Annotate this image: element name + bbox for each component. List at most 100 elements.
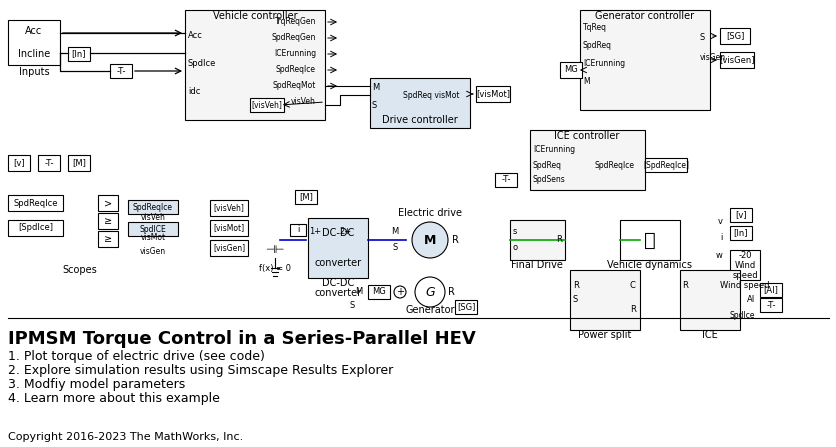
FancyBboxPatch shape [729,208,751,222]
Text: Copyright 2016-2023 The MathWorks, Inc.: Copyright 2016-2023 The MathWorks, Inc. [8,432,243,442]
Text: S: S [573,295,578,304]
Text: ICErunning: ICErunning [533,146,574,155]
Text: >: > [104,198,112,208]
Text: SpdReq: SpdReq [583,42,611,51]
FancyBboxPatch shape [110,64,132,78]
FancyBboxPatch shape [308,218,368,278]
Text: Inputs: Inputs [18,67,49,77]
Text: [M]: [M] [298,193,313,202]
Text: S: S [371,101,377,110]
Text: s: s [512,228,517,236]
Text: S: S [699,34,705,42]
Text: 2. Explore simulation results using Simscape Results Explorer: 2. Explore simulation results using Sims… [8,364,393,377]
Text: visVeh: visVeh [291,97,316,106]
Text: SpdIce: SpdIce [188,59,217,67]
Text: +: + [395,287,404,297]
Text: C: C [630,281,635,290]
FancyBboxPatch shape [476,86,509,102]
Text: SpdReq visMot: SpdReq visMot [403,92,460,101]
Text: f(x) = 0: f(x) = 0 [258,263,291,273]
Text: [SpdReqIce]: [SpdReqIce] [642,160,688,169]
Text: ICErunning: ICErunning [583,59,624,68]
Text: visGen: visGen [140,248,166,257]
Text: Drive controller: Drive controller [382,115,457,125]
FancyBboxPatch shape [289,224,306,236]
Text: Scopes: Scopes [63,265,97,275]
Text: DC-DC: DC-DC [322,278,354,288]
Text: [M]: [M] [72,159,86,168]
Text: Wind: Wind [733,261,755,270]
Text: -T-: -T- [765,300,775,309]
Text: Generator: Generator [405,305,454,315]
Text: R: R [451,235,458,245]
Text: AI: AI [746,295,754,304]
FancyBboxPatch shape [729,250,759,280]
FancyBboxPatch shape [68,47,90,61]
FancyBboxPatch shape [210,200,247,216]
Text: SpdReqIce: SpdReqIce [133,202,173,211]
FancyBboxPatch shape [759,298,781,312]
Text: SpdSens: SpdSens [533,176,565,185]
FancyBboxPatch shape [98,231,118,247]
Text: ⊣⊢: ⊣⊢ [265,245,284,255]
Text: Electric drive: Electric drive [398,208,461,218]
FancyBboxPatch shape [128,200,178,214]
Text: w: w [716,250,722,260]
FancyBboxPatch shape [370,78,470,128]
Text: -T-: -T- [116,67,125,76]
FancyBboxPatch shape [569,270,640,330]
Text: SpdReqIce: SpdReqIce [13,198,58,207]
FancyBboxPatch shape [98,213,118,229]
Text: ≥: ≥ [104,234,112,244]
Text: [SpdIce]: [SpdIce] [18,224,53,232]
Text: M: M [371,84,379,93]
Text: [visGen]: [visGen] [718,55,754,64]
Text: SpdReq: SpdReq [533,160,561,169]
FancyBboxPatch shape [645,158,686,172]
Text: 🚗: 🚗 [644,231,655,249]
FancyBboxPatch shape [8,155,30,171]
Text: MG: MG [563,66,577,75]
Text: visVeh: visVeh [140,214,166,223]
FancyBboxPatch shape [455,300,477,314]
Text: idc: idc [188,87,200,96]
FancyBboxPatch shape [719,28,749,44]
Text: [In]: [In] [72,50,86,59]
Text: S: S [349,300,354,309]
FancyBboxPatch shape [8,195,63,211]
FancyBboxPatch shape [559,62,581,78]
Text: DC-DC: DC-DC [322,228,354,238]
Text: i: i [297,225,298,235]
Text: visMot: visMot [140,233,166,243]
Text: SpdReqIce: SpdReqIce [276,66,316,75]
Text: ≥: ≥ [104,216,112,226]
FancyBboxPatch shape [8,220,63,236]
Text: M: M [354,287,361,296]
Text: converter: converter [314,258,361,268]
Text: ICErunning: ICErunning [273,50,316,59]
Text: Incline: Incline [18,49,50,59]
Text: i: i [720,233,722,243]
FancyBboxPatch shape [368,285,390,299]
Text: v: v [717,218,722,227]
Text: 1+: 1+ [308,228,321,236]
FancyBboxPatch shape [210,220,247,236]
Text: R: R [681,281,687,290]
Text: [visMot]: [visMot] [213,224,244,232]
FancyBboxPatch shape [729,226,751,240]
Text: [AI]: [AI] [762,286,777,295]
Text: o: o [512,244,517,253]
Text: -T-: -T- [501,176,510,185]
Text: SpdReqGen: SpdReqGen [272,34,316,42]
Text: speed: speed [732,270,757,279]
Circle shape [394,286,405,298]
Text: 1. Plot torque of electric drive (see code): 1. Plot torque of electric drive (see co… [8,350,264,363]
Text: SpdReqMot: SpdReqMot [273,81,316,90]
FancyBboxPatch shape [185,10,324,120]
Text: [visVeh]: [visVeh] [252,101,282,110]
FancyBboxPatch shape [210,240,247,256]
Text: [SG]: [SG] [456,303,475,312]
Text: 2+: 2+ [339,228,350,236]
FancyBboxPatch shape [68,155,90,171]
Text: SpdICE: SpdICE [140,224,166,233]
